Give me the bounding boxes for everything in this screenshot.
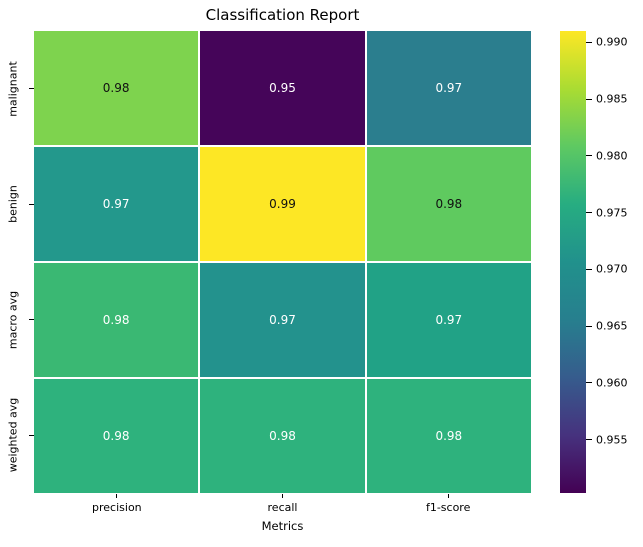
heatmap-cell-malignant-f1-score: 0.97	[366, 31, 531, 145]
y-tick-label-macro-avg: macro avg	[6, 290, 20, 349]
x-tick-mark	[116, 494, 118, 498]
y-tick-mark	[29, 203, 34, 205]
colorbar-tick-label-0.980: 0.980	[596, 149, 628, 163]
colorbar	[560, 31, 586, 493]
y-tick-mark	[29, 319, 34, 321]
heatmap-cell-macro-avg-precision: 0.98	[34, 263, 199, 377]
x-tick-mark	[282, 494, 283, 498]
colorbar-tick-mark	[586, 155, 592, 157]
colorbar-tick-mark	[586, 439, 592, 441]
heatmap-cell-malignant-recall: 0.95	[200, 31, 365, 145]
heatmap-grid: 0.98 0.95 0.97 0.97 0.99 0.98 0.98 0.97 0.97 0.98…	[34, 31, 531, 493]
x-tick-label-f1-score: f1-score	[425, 501, 471, 514]
heatmap-cell-malignant-precision: 0.98	[34, 31, 199, 145]
colorbar-tick-mark	[586, 41, 592, 43]
heatmap-cell-macro-avg-recall: 0.97	[200, 263, 365, 377]
y-tick-label-weighted-avg: weighted avg	[6, 397, 20, 473]
colorbar-tick-mark	[586, 212, 592, 214]
colorbar-tick-label-0.960: 0.960	[596, 376, 628, 390]
x-tick-label-precision: precision	[92, 501, 142, 514]
x-tick-label-recall: recall	[267, 501, 298, 514]
heatmap-cell-benign-precision: 0.97	[34, 147, 199, 261]
x-axis-title: Metrics	[261, 519, 304, 533]
heatmap-cell-weighted-avg-f1-score: 0.98	[366, 379, 531, 493]
colorbar-tick-label-0.975: 0.975	[596, 206, 628, 220]
y-tick-label-benign: benign	[6, 185, 20, 224]
heatmap-cell-weighted-avg-recall: 0.98	[200, 379, 365, 493]
colorbar-tick-label-0.990: 0.990	[596, 35, 628, 49]
heatmap-cell-benign-recall: 0.99	[200, 147, 365, 261]
colorbar-tick-label-0.965: 0.965	[596, 319, 628, 333]
colorbar-tick-label-0.955: 0.955	[596, 433, 628, 447]
colorbar-tick-mark	[586, 268, 592, 270]
colorbar-tick-label-0.970: 0.970	[596, 262, 628, 276]
heatmap-cell-weighted-avg-precision: 0.98	[34, 379, 199, 493]
y-tick-label-malignant: malignant	[6, 60, 20, 117]
y-tick-mark	[29, 88, 34, 90]
chart-title: Classification Report	[205, 6, 360, 24]
y-tick-mark	[29, 434, 34, 436]
heatmap-cell-benign-f1-score: 0.98	[366, 147, 531, 261]
colorbar-tick-mark	[586, 325, 592, 327]
colorbar-tick-mark	[586, 382, 592, 384]
colorbar-tick-label-0.985: 0.985	[596, 92, 628, 106]
heatmap-cell-macro-avg-f1-score: 0.97	[366, 263, 531, 377]
colorbar-tick-mark	[586, 98, 592, 100]
x-tick-mark	[447, 494, 449, 498]
